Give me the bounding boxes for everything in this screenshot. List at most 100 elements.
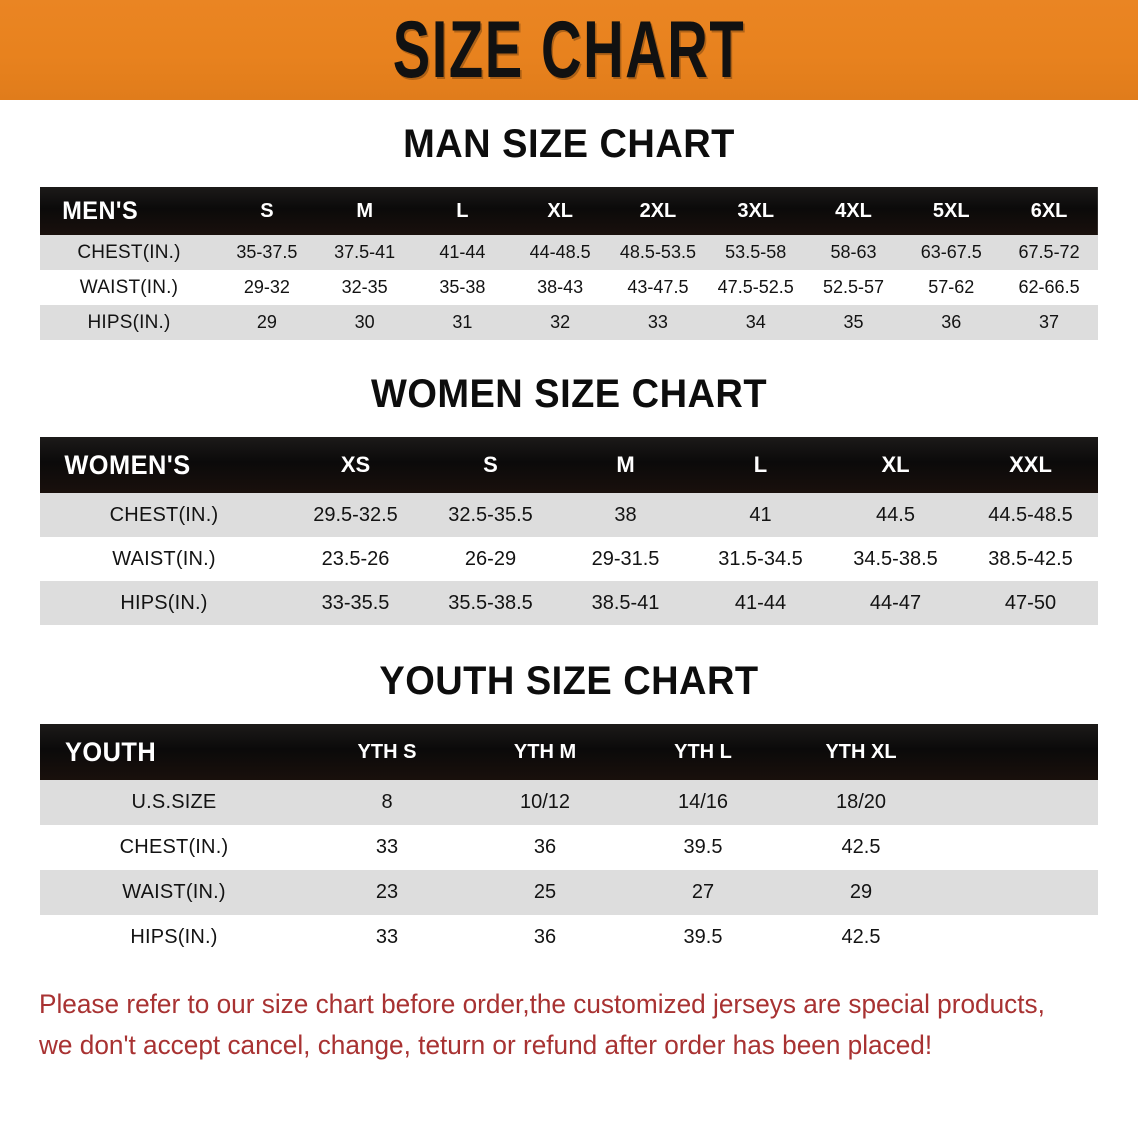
youth-hips-empty [940,915,1098,960]
youth-column-header-empty [940,724,1098,780]
man-hips-l: 31 [452,312,473,332]
women-hips-xxl: 47-50 [1004,591,1057,614]
youth-us-size-yth-s: 8 [381,791,393,813]
youth-waist-yth-l: 27 [691,881,715,903]
youth-hips-yth-l: 39.5 [683,926,723,948]
table-row: CHEST(IN.) 29.5-32.5 32.5-35.5 38 41 44.… [40,493,1098,537]
youth-waist-yth-m: 25 [533,881,557,903]
man-column-header-m: M [356,199,373,222]
youth-row-label-hips: HIPS(IN.) [130,926,218,948]
youth-us-size-empty [940,780,1098,825]
man-waist-xl: 38-43 [537,277,584,297]
youth-column-header-yth-m: YTH M [513,740,577,763]
man-hips-m: 30 [354,312,375,332]
youth-table-body: U.S.SIZE 8 10/12 14/16 18/20 CHEST(IN.) … [40,780,1098,960]
women-waist-xl: 34.5-38.5 [853,547,938,570]
women-table-body: CHEST(IN.) 29.5-32.5 32.5-35.5 38 41 44.… [40,493,1098,625]
page-banner: SIZE CHART [0,0,1138,100]
youth-hips-yth-s: 33 [375,926,399,948]
youth-waist-empty [940,870,1098,915]
man-waist-s: 29-32 [243,277,290,297]
table-row: HIPS(IN.) 29 30 31 32 33 34 35 36 37 [40,305,1098,340]
youth-hips-yth-m: 36 [533,926,557,948]
disclaimer-line-2: we don't accept cancel, change, teturn o… [39,1029,933,1060]
women-hips-xl: 44-47 [869,591,922,614]
women-chest-m: 38 [614,503,637,526]
man-column-header-l: L [456,199,469,222]
man-size-table: MEN'S S M L XL 2XL 3XL 4XL 5XL 6XL CHEST… [40,187,1098,340]
man-hips-2xl: 33 [647,312,668,332]
table-row: HIPS(IN.) 33 36 39.5 42.5 [40,915,1098,960]
youth-waist-yth-s: 23 [375,881,399,903]
women-column-header-xxl: XXL [1009,452,1052,477]
youth-us-size-yth-m: 10/12 [519,791,571,813]
youth-row-label-us-size: U.S.SIZE [131,791,217,813]
youth-row-label-waist: WAIST(IN.) [122,881,226,903]
women-chest-xxl: 44.5-48.5 [988,503,1073,526]
man-column-header-s: S [260,199,274,222]
man-corner-label: MEN'S [62,196,139,225]
women-waist-xxl: 38.5-42.5 [988,547,1073,570]
man-chest-4xl: 58-63 [830,242,877,262]
youth-chest-yth-m: 36 [533,836,557,858]
disclaimer-line-1: Please refer to our size chart before or… [39,989,1045,1019]
women-hips-l: 41-44 [734,591,787,614]
man-hips-s: 29 [256,312,277,332]
table-row: U.S.SIZE 8 10/12 14/16 18/20 [40,780,1098,825]
man-column-header-5xl: 5XL [932,199,970,222]
youth-hips-yth-xl: 42.5 [841,926,881,948]
women-corner-label: WOMEN'S [64,449,191,480]
man-hips-4xl: 35 [843,312,864,332]
man-waist-4xl: 52.5-57 [822,277,884,297]
man-chest-2xl: 48.5-53.5 [619,242,696,262]
women-chest-s: 32.5-35.5 [448,503,533,526]
women-table-head: WOMEN'S XS S M L XL XXL [40,437,1098,493]
youth-chest-yth-s: 33 [375,836,399,858]
women-row-label-hips: HIPS(IN.) [120,591,208,614]
women-column-header-s: S [483,452,498,477]
man-column-header-2xl: 2XL [639,199,677,222]
youth-section-title: YOUTH SIZE CHART [379,659,759,703]
man-hips-xl: 32 [550,312,571,332]
youth-us-size-yth-xl: 18/20 [835,791,887,813]
women-chest-xs: 29.5-32.5 [313,503,398,526]
table-row: WAIST(IN.) 23.5-26 26-29 29-31.5 31.5-34… [40,537,1098,581]
man-column-header-4xl: 4XL [835,199,872,222]
man-chest-xl: 44-48.5 [529,242,591,262]
youth-column-header-yth-s: YTH S [357,740,417,763]
women-size-table-wrapper: WOMEN'S XS S M L XL XXL CHEST(IN.) 29.5-… [40,437,1098,625]
youth-chest-empty [940,825,1098,870]
man-chest-l: 41-44 [439,242,486,262]
man-waist-2xl: 43-47.5 [627,277,689,297]
man-chest-3xl: 53.5-58 [725,242,787,262]
youth-size-table: YOUTH YTH S YTH M YTH L YTH XL U.S.SIZE … [40,724,1098,960]
women-column-header-m: M [616,452,635,477]
youth-size-table-wrapper: YOUTH YTH S YTH M YTH L YTH XL U.S.SIZE … [40,724,1098,960]
youth-column-header-yth-l: YTH L [674,740,732,763]
man-waist-l: 35-38 [439,277,486,297]
women-waist-m: 29-31.5 [591,547,660,570]
man-chest-5xl: 63-67.5 [920,242,982,262]
man-column-header-3xl: 3XL [737,199,775,222]
table-row: CHEST(IN.) 35-37.5 37.5-41 41-44 44-48.5… [40,235,1098,270]
women-waist-s: 26-29 [464,547,517,570]
disclaimer-note: Please refer to our size chart before or… [39,984,1067,1065]
youth-column-header-yth-xl: YTH XL [825,740,897,763]
women-chest-l: 41 [749,503,772,526]
women-hips-s: 35.5-38.5 [448,591,533,614]
youth-waist-yth-xl: 29 [849,881,873,903]
man-waist-m: 32-35 [341,277,388,297]
women-column-header-xs: XS [340,452,371,477]
women-header-row: WOMEN'S XS S M L XL XXL [40,437,1098,493]
man-waist-3xl: 47.5-52.5 [717,277,794,297]
man-section-title: MAN SIZE CHART [403,122,735,166]
man-hips-6xl: 37 [1039,312,1060,332]
table-row: HIPS(IN.) 33-35.5 35.5-38.5 38.5-41 41-4… [40,581,1098,625]
man-size-table-wrapper: MEN'S S M L XL 2XL 3XL 4XL 5XL 6XL CHEST… [40,187,1098,340]
women-column-header-xl: XL [881,452,910,477]
man-waist-5xl: 57-62 [928,277,975,297]
man-column-header-xl: XL [547,199,573,222]
women-chest-xl: 44.5 [876,503,915,526]
man-header-row: MEN'S S M L XL 2XL 3XL 4XL 5XL 6XL [40,187,1098,235]
man-hips-5xl: 36 [941,312,962,332]
